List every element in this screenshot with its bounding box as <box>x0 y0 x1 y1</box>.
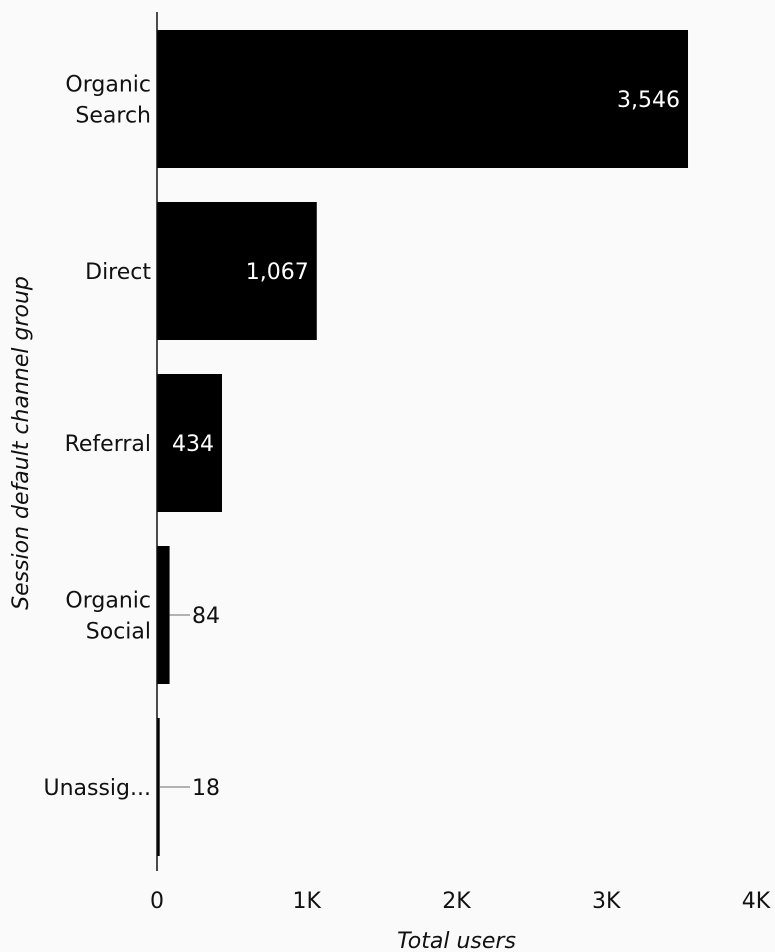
bar-4 <box>157 718 160 856</box>
bar-value-label-4: 18 <box>192 776 220 801</box>
value-labels-group: 3,546 1,067 434 84 18 <box>159 88 680 801</box>
x-tick-labels-group: 0 1K 2K 3K 4K <box>150 889 771 914</box>
x-axis-title: Total users <box>397 929 516 952</box>
bar-value-label-0: 3,546 <box>617 88 680 113</box>
x-tick-label-2: 2K <box>442 889 471 914</box>
category-label-1: Direct <box>85 260 151 285</box>
category-label-0: Organic Search <box>65 73 151 129</box>
category-label-4: Unassig... <box>43 776 151 801</box>
x-tick-label-1: 1K <box>293 889 322 914</box>
category-labels-group: Organic Search Direct Referral Organic Social… <box>43 73 151 802</box>
bars-group <box>157 30 689 856</box>
bar-0 <box>157 30 689 168</box>
x-tick-label-4: 4K <box>742 889 771 914</box>
y-axis-title: Session default channel group <box>9 276 34 610</box>
bar-1 <box>157 202 317 340</box>
bar-3 <box>157 546 170 684</box>
x-tick-label-0: 0 <box>150 889 164 914</box>
bar-value-label-3: 84 <box>192 604 220 629</box>
category-label-2: Referral <box>65 432 151 457</box>
x-tick-label-3: 3K <box>592 889 621 914</box>
category-label-3: Organic Social <box>65 589 151 645</box>
bar-value-label-2: 434 <box>172 432 214 457</box>
bar-value-label-1: 1,067 <box>246 260 309 285</box>
bar-2 <box>157 374 222 512</box>
